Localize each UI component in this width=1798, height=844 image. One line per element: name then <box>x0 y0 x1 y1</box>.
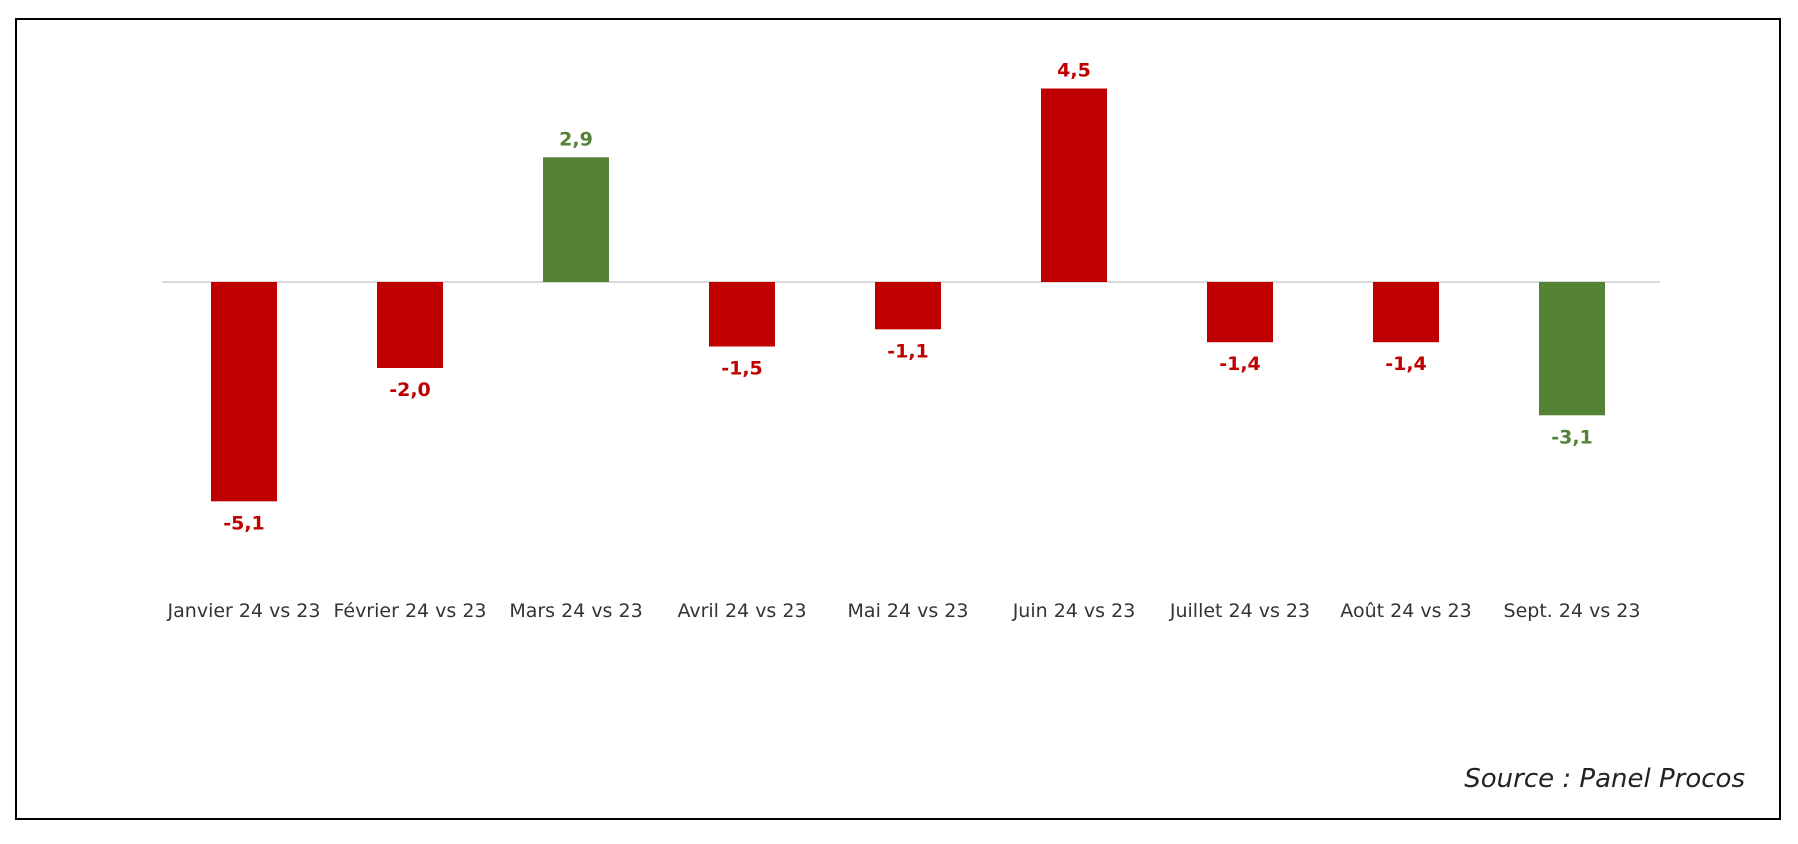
bar-3 <box>543 157 609 282</box>
bar-1 <box>211 282 277 502</box>
category-label-3: Mars 24 vs 23 <box>509 600 642 622</box>
value-label-9: -3,1 <box>1551 426 1593 448</box>
category-label-5: Mai 24 vs 23 <box>848 600 969 622</box>
bar-7 <box>1207 282 1273 343</box>
value-labels-group: -5,1 -2,0 2,9 -1,5 -1,1 4,5 -1,4 -1,4 -3,1 <box>223 60 1593 535</box>
value-label-1: -5,1 <box>223 512 265 534</box>
category-labels-group: Janvier 24 vs 23 Février 24 vs 23 Mars 24 … <box>167 600 1641 622</box>
bar-4 <box>709 282 775 347</box>
value-label-2: -2,0 <box>389 379 431 401</box>
bar-2 <box>377 282 443 368</box>
chart-frame: -5,1 -2,0 2,9 -1,5 -1,1 4,5 -1,4 -1,4 -3,1 Janvi… <box>15 18 1781 820</box>
category-label-8: Août 24 vs 23 <box>1340 600 1471 622</box>
value-label-5: -1,1 <box>887 340 929 362</box>
category-label-2: Février 24 vs 23 <box>333 600 486 622</box>
value-label-8: -1,4 <box>1385 353 1427 375</box>
value-label-4: -1,5 <box>721 358 763 380</box>
category-label-9: Sept. 24 vs 23 <box>1504 600 1641 622</box>
value-label-3: 2,9 <box>559 128 593 150</box>
bar-9 <box>1539 282 1605 416</box>
bars-group <box>211 88 1605 502</box>
category-label-7: Juillet 24 vs 23 <box>1169 600 1310 622</box>
bar-8 <box>1373 282 1439 343</box>
value-label-7: -1,4 <box>1219 353 1261 375</box>
bar-chart: -5,1 -2,0 2,9 -1,5 -1,1 4,5 -1,4 -1,4 -3,1 Janvi… <box>162 60 1660 622</box>
bar-5 <box>875 282 941 330</box>
category-label-6: Juin 24 vs 23 <box>1012 600 1136 622</box>
category-label-4: Avril 24 vs 23 <box>677 600 806 622</box>
bar-6 <box>1041 88 1107 282</box>
category-label-1: Janvier 24 vs 23 <box>167 600 321 622</box>
value-label-6: 4,5 <box>1057 60 1091 82</box>
source-note: Source : Panel Procos <box>1464 764 1745 794</box>
